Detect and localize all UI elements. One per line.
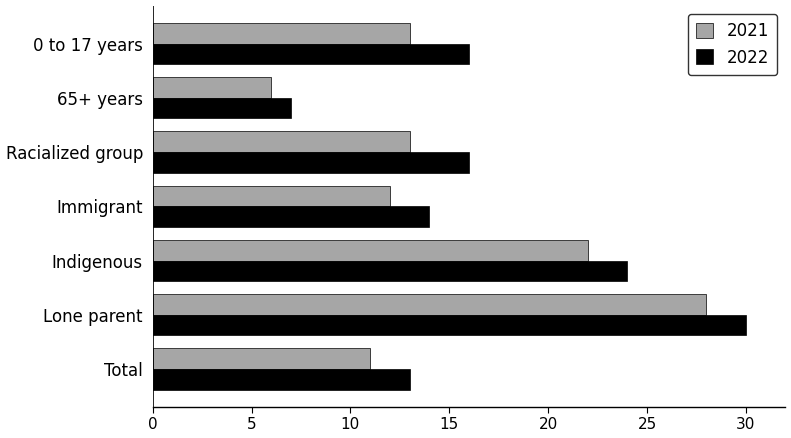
Bar <box>153 349 370 369</box>
Bar <box>153 294 706 315</box>
Bar <box>153 152 469 173</box>
Bar <box>153 43 469 64</box>
Bar <box>153 240 588 261</box>
Bar <box>153 131 410 152</box>
Bar <box>153 186 390 206</box>
Legend: 2021, 2022: 2021, 2022 <box>688 14 777 75</box>
Bar <box>153 261 627 281</box>
Bar <box>153 206 430 227</box>
Bar <box>153 77 271 98</box>
Bar <box>153 23 410 43</box>
Bar <box>153 98 291 118</box>
Bar <box>153 315 746 336</box>
Bar <box>153 369 410 390</box>
